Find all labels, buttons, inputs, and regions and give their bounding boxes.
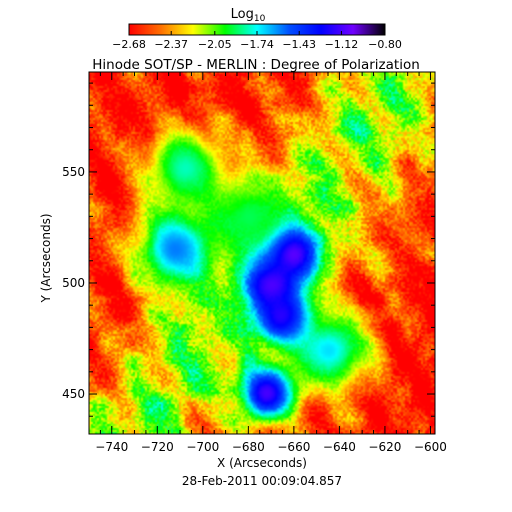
colorbar <box>129 24 385 35</box>
colorbar-tick-label: −0.80 <box>368 38 402 51</box>
x-tick-label: −680 <box>232 440 265 454</box>
x-tick-label: −620 <box>368 440 401 454</box>
heatmap-image <box>89 72 435 434</box>
colorbar-tick-label: −1.43 <box>282 38 316 51</box>
colorbar-title-subscript: 10 <box>254 14 266 24</box>
timestamp: 28-Feb-2011 00:09:04.857 <box>182 474 342 488</box>
x-tick-label: −700 <box>186 440 219 454</box>
colorbar-tick-label: −2.37 <box>154 38 188 51</box>
x-tick-label: −640 <box>323 440 356 454</box>
plot-frame <box>88 71 436 435</box>
heatmap-raster <box>89 72 435 434</box>
colorbar-title: Log10 <box>231 7 266 24</box>
colorbar-tick-label: −2.68 <box>112 38 146 51</box>
y-axis-label: Y (Arcseconds) <box>39 213 53 303</box>
colorbar-tick-label: −2.05 <box>198 38 232 51</box>
chart-title: Hinode SOT/SP - MERLIN : Degree of Polar… <box>92 57 420 73</box>
y-tick-label: 450 <box>62 387 85 401</box>
plot-axes: −740 −720 −700 −680 −660 −640 −620 −600 450 500 55… <box>62 72 447 454</box>
x-tick-label: −660 <box>277 440 310 454</box>
colorbar-tick-label: −1.12 <box>325 38 359 51</box>
x-axis-label: X (Arcseconds) <box>217 456 307 470</box>
y-tick-label: 550 <box>62 165 85 179</box>
x-tick-label: −600 <box>414 440 447 454</box>
colorbar-tick-label: −1.74 <box>240 38 274 51</box>
x-tick-label: −740 <box>95 440 128 454</box>
y-tick-label: 500 <box>62 276 85 290</box>
colorbar-ticks: −2.68 −2.37 −2.05 −1.74 −1.43 −1.12 −0.80 <box>112 31 402 51</box>
x-tick-label: −720 <box>141 440 174 454</box>
